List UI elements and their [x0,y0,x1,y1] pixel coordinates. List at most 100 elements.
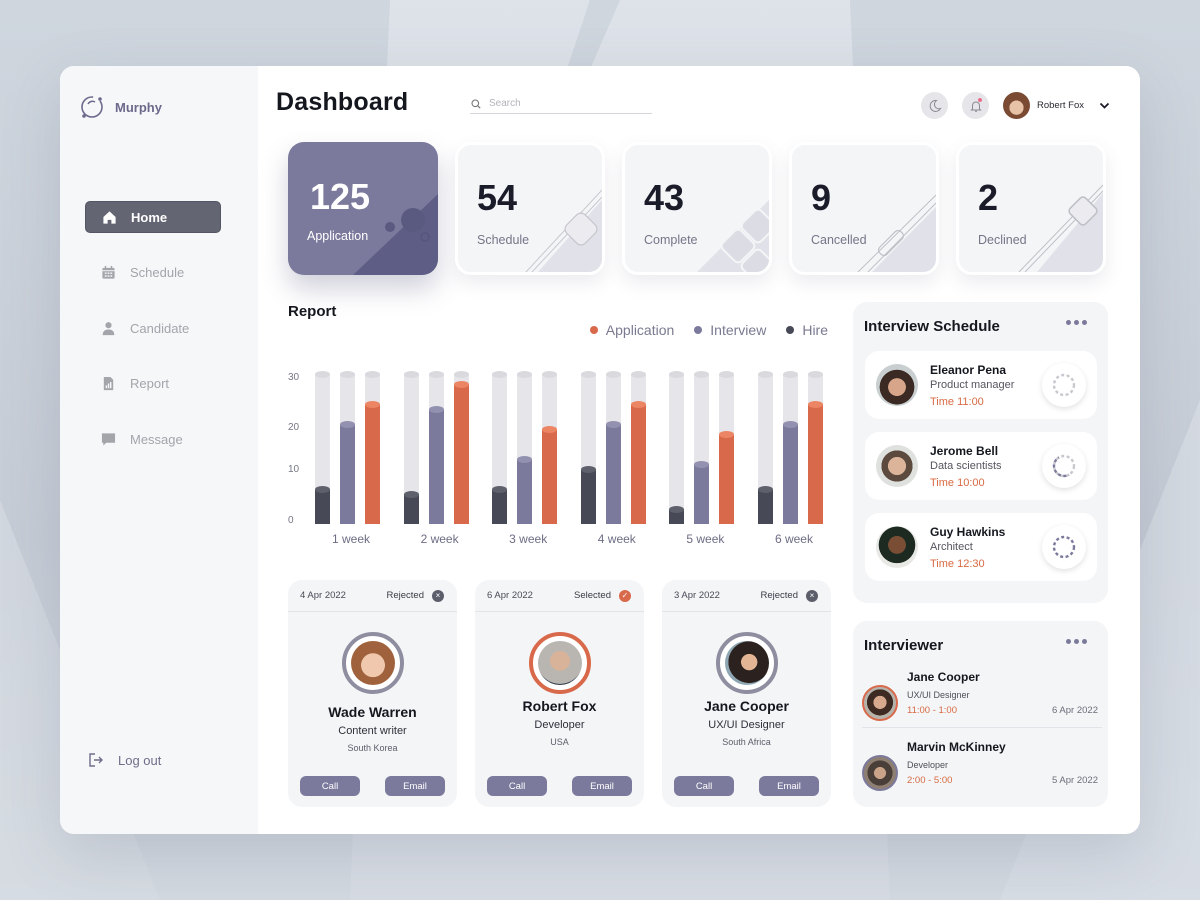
interviewee-name: Guy Hawkins [930,525,1006,539]
stat-label: Application [307,229,369,243]
email-button[interactable]: Email [572,776,632,796]
notifications-button[interactable] [962,92,989,119]
bar-application[interactable] [807,401,823,524]
logout-button[interactable]: Log out [88,752,161,768]
sidebar: Murphy Home Schedule Candidate Report Me… [60,66,258,834]
sidebar-item-schedule[interactable]: Schedule [85,257,221,289]
brand[interactable]: Murphy [79,94,162,120]
progress-ring-icon[interactable] [1042,525,1086,569]
dark-mode-toggle[interactable] [921,92,948,119]
stat-card-cancelled[interactable]: 9 Cancelled [789,142,939,275]
stat-card-complete[interactable]: 43 Complete [622,142,772,275]
bar-application[interactable] [630,401,646,524]
bar-hire[interactable] [492,486,508,524]
more-options-button[interactable] [1066,639,1087,644]
stat-cards: 125 Application 54 Schedule [288,142,1106,275]
stat-card-application[interactable]: 125 Application [288,142,438,275]
candidate-name: Wade Warren [328,704,417,720]
sidebar-nav: Home Schedule Candidate Report Message [85,201,221,479]
dashboard-window: Murphy Home Schedule Candidate Report Me… [60,66,1140,834]
schedule-item[interactable]: Guy Hawkins Architect Time 12:30 [865,513,1097,581]
sidebar-item-message[interactable]: Message [85,423,221,455]
bar-hire[interactable] [669,506,685,524]
sidebar-item-home[interactable]: Home [85,201,221,233]
stat-value: 43 [644,177,685,218]
bar-interview[interactable] [605,421,621,524]
stat-card-declined[interactable]: 2 Declined [956,142,1106,275]
bar-interview[interactable] [340,421,355,524]
bar-track [315,371,330,524]
bar-application[interactable] [719,431,735,524]
stat-card-schedule[interactable]: 54 Schedule [455,142,605,275]
legend-item-hire[interactable]: Hire [786,322,828,338]
candidate-card[interactable]: 4 Apr 2022 Rejected × Wade Warren Conten… [288,580,457,807]
sidebar-item-label: Candidate [130,320,190,336]
candidate-location: USA [550,737,569,747]
bar-application[interactable] [453,381,469,524]
bar-track [719,371,735,524]
message-icon [101,432,116,446]
schedule-item[interactable]: Jerome Bell Data scientists Time 10:00 [865,432,1097,500]
call-button[interactable]: Call [674,776,734,796]
avatar [528,632,591,694]
interview-time: Time 10:00 [930,477,985,489]
interviewee-role: Product manager [930,379,1015,391]
search-icon [471,98,481,109]
candidate-cards: 4 Apr 2022 Rejected × Wade Warren Conten… [288,580,831,807]
bar-track [542,371,558,524]
dot-icon [1082,320,1087,325]
bar-hire[interactable] [403,491,419,524]
bar-application[interactable] [542,426,558,524]
schedule-item[interactable]: Eleanor Pena Product manager Time 11:00 [865,351,1097,419]
search-bar[interactable] [470,94,652,114]
x-tick-label: 4 week [597,532,636,546]
candidate-card[interactable]: 3 Apr 2022 Rejected × Jane Cooper UX/UI … [662,580,831,807]
interviewer-item[interactable]: Marvin McKinney Developer 2:00 - 5:00 5 … [862,740,1098,810]
email-button[interactable]: Email [385,776,445,796]
email-button[interactable]: Email [759,776,819,796]
bar-interview[interactable] [517,456,533,524]
report-bar-chart: 30 20 10 0 1 week 2 week 3 week 4 week 5 wee… [288,366,828,556]
legend-dot [694,326,703,334]
interviewer-item[interactable]: Jane Cooper UX/UI Designer 11:00 - 1:00 … [862,670,1098,740]
bar-group: 6 week [757,366,830,546]
interview-time: Time 12:30 [930,558,985,570]
calendar-icon [102,265,115,279]
call-button[interactable]: Call [487,776,547,796]
candidate-card[interactable]: 6 Apr 2022 Selected ✓ Robert Fox Develop… [475,580,644,807]
legend-item-interview[interactable]: Interview [694,322,766,338]
bar-interview[interactable] [782,421,798,524]
bar-interview[interactable] [428,406,444,524]
bar-hire[interactable] [315,486,330,524]
chevron-down-icon[interactable] [1099,102,1110,110]
bar-application[interactable] [365,401,380,524]
sidebar-item-candidate[interactable]: Candidate [85,312,221,344]
y-tick: 20 [288,422,300,433]
progress-ring-icon[interactable] [1042,444,1086,488]
legend-item-application[interactable]: Application [589,322,674,338]
interviewer-panel: Interviewer Jane Cooper UX/UI Designer 1… [853,621,1108,807]
candidate-role: UX/UI Designer [708,719,785,731]
page-title: Dashboard [276,88,409,116]
bar-hire[interactable] [757,486,773,524]
notification-dot [978,98,982,102]
candidate-location: South Africa [722,737,771,747]
more-options-button[interactable] [1066,320,1087,325]
moon-icon [929,99,942,112]
search-input[interactable] [489,98,639,109]
sidebar-item-report[interactable]: Report [85,368,221,400]
bar-interview[interactable] [694,461,710,524]
candidate-date: 6 Apr 2022 [487,590,533,601]
avatar [862,755,898,791]
legend-label: Interview [710,322,767,338]
user-menu[interactable]: Robert Fox [1003,92,1110,119]
sidebar-item-label: Schedule [130,265,185,280]
brand-name: Murphy [115,99,162,115]
divider [862,727,1102,728]
interviewee-name: Jerome Bell [930,444,999,458]
check-icon: ✓ [619,589,631,602]
call-button[interactable]: Call [300,776,360,796]
bar-hire[interactable] [580,466,596,524]
progress-ring-icon[interactable] [1042,363,1086,407]
panel-title: Interviewer [864,637,944,654]
